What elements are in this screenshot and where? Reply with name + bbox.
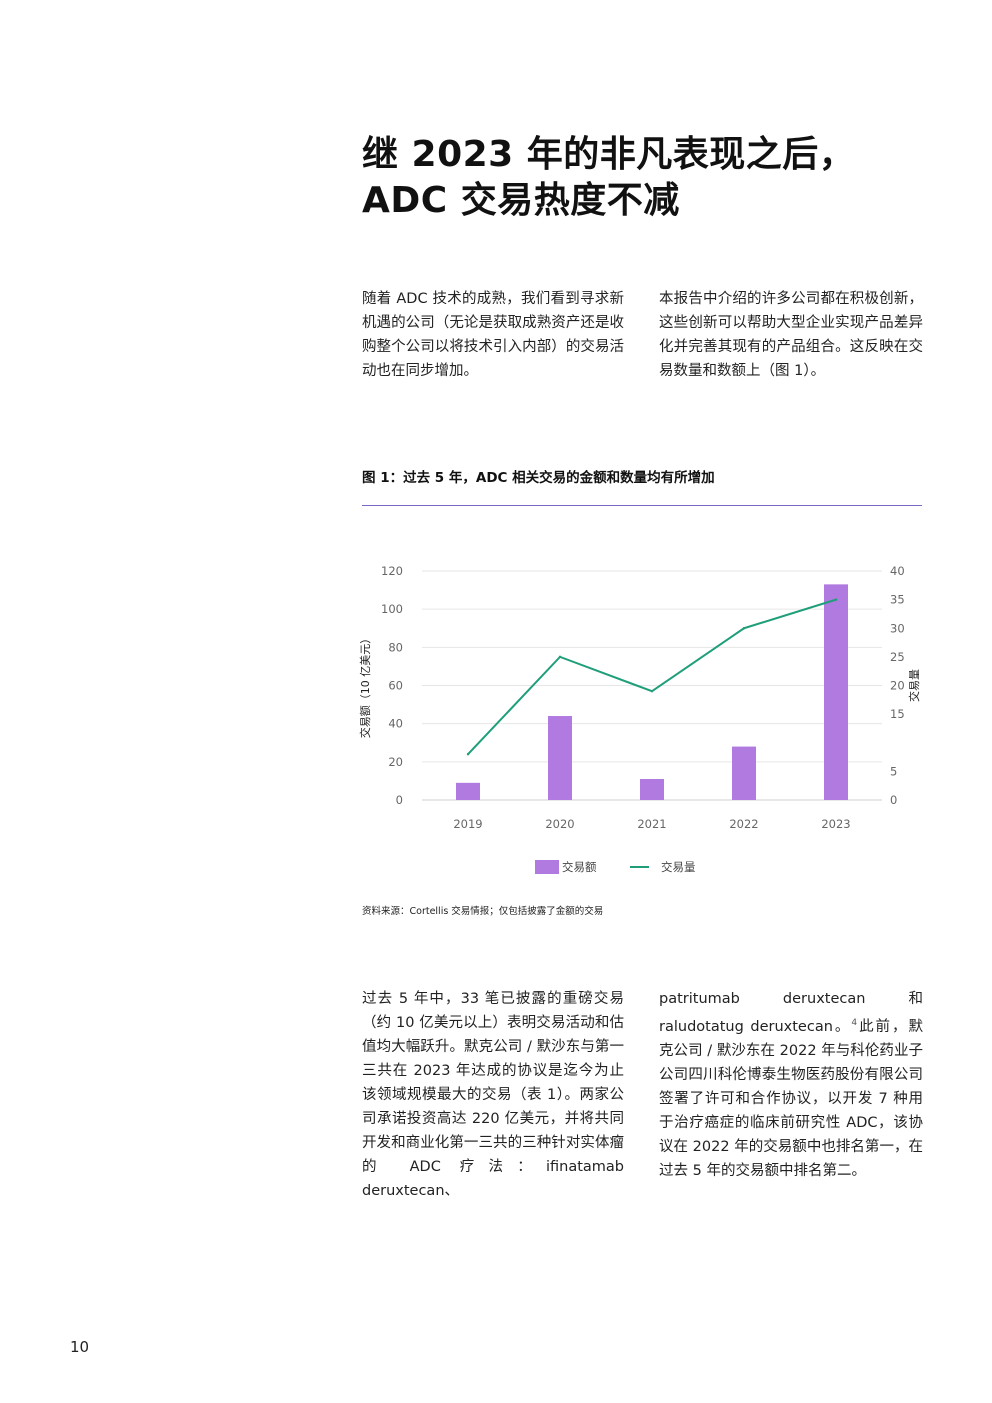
line-point [834,598,838,601]
x-tick-label: 2021 [637,817,666,831]
bar [732,746,756,800]
x-tick-label: 2020 [545,817,574,831]
line-point [558,655,562,659]
intro-paragraph-left: 随着 ADC 技术的成熟，我们看到寻求新机遇的公司（无论是获取成熟资产还是收购整… [362,291,624,379]
bar [640,779,664,800]
legend-label-line: 交易量 [661,860,696,874]
y-right-axis-title: 交易量 [907,669,921,702]
deals-chart: 0 20 40 60 80 100 120 0 5 15 20 25 30 35 40 2019 2020 202… [358,564,921,874]
y-right-tick-label: 40 [890,564,905,578]
x-tick-label: 2022 [729,817,758,831]
y-right-tick-label: 30 [890,621,905,635]
page-heading: 继 2023 年的非凡表现之后，ADC 交易热度不减 [362,134,856,221]
y-left-tick-label: 100 [381,602,403,616]
legend-swatch-bar [535,860,559,874]
figure-title: 图 1：过去 5 年，ADC 相关交易的金额和数量均有所增加 [362,470,715,486]
y-left-axis-title: 交易额（10 亿美元） [358,633,372,739]
line-point [742,627,746,630]
body-paragraph-right-rest: 此前，默克公司 / 默沙东在 2022 年与科伦药业子公司四川科伦博泰生物医药股… [659,1018,924,1179]
y-left-tick-label: 20 [388,755,403,769]
x-tick-label: 2023 [821,817,850,831]
line-point [466,753,470,756]
line-series [467,598,837,755]
y-right-tick-label: 35 [890,593,905,607]
footnote-reference: 4 [851,1018,858,1028]
line-point [650,690,654,693]
y-left-tick-label: 0 [396,793,403,807]
y-right-tick-label: 25 [890,650,905,664]
y-right-tick-label: 0 [890,793,897,807]
body-paragraph-right-start: patritumab deruxtecan 和 raludotatug deru… [659,991,923,1035]
page-number: 10 [70,1338,90,1356]
x-tick-label: 2019 [453,817,482,831]
figure-source: 资料来源：Cortellis 交易情报；仅包括披露了金额的交易 [362,906,604,917]
y-right-tick-label: 20 [890,679,905,693]
y-left-tick-label: 80 [388,640,403,654]
y-left-tick-label: 40 [388,717,403,731]
bar [548,716,572,800]
y-right-tick-label: 15 [890,707,905,721]
figure-divider [362,505,922,506]
bar [456,782,480,800]
y-right-tick-label: 5 [890,764,897,778]
legend-label-bar: 交易额 [562,860,597,874]
body-paragraph-right: patritumab deruxtecan 和 raludotatug deru… [659,987,923,1183]
intro-paragraph-right: 本报告中介绍的许多公司都在积极创新，这些创新可以帮助大型企业实现产品差异化并完善… [659,291,923,379]
y-left-tick-label: 60 [388,679,403,693]
y-left-tick-label: 120 [381,564,403,578]
bar [824,584,848,800]
body-paragraph-left: 过去 5 年中，33 笔已披露的重磅交易（约 10 亿美元以上）表明交易活动和估… [362,991,624,1199]
